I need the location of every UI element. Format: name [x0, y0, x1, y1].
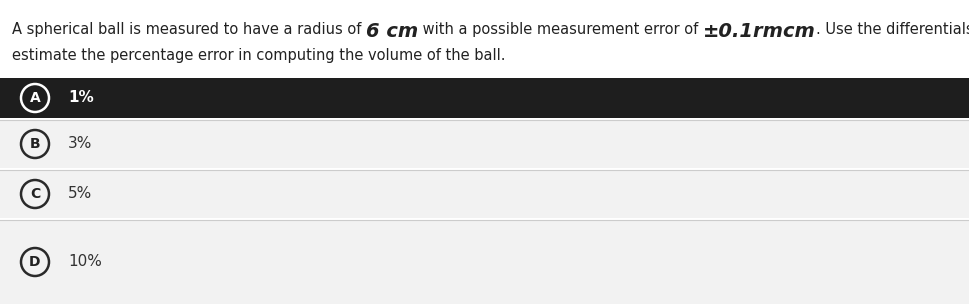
Bar	[0, 120, 969, 168]
Text: 5%: 5%	[68, 186, 92, 201]
Text: A: A	[30, 91, 41, 105]
Text: C: C	[30, 187, 40, 201]
Text: 1%: 1%	[68, 91, 94, 106]
Text: . Use the differentials to: . Use the differentials to	[815, 22, 969, 37]
Bar	[0, 220, 969, 304]
Text: ±0.1rmcm: ±0.1rmcm	[703, 22, 815, 41]
Text: 10%: 10%	[68, 255, 102, 270]
Text: 6 cm: 6 cm	[365, 22, 418, 41]
Bar	[0, 78, 969, 118]
Text: B: B	[30, 137, 41, 151]
Text: estimate the percentage error in computing the volume of the ball.: estimate the percentage error in computi…	[12, 48, 505, 63]
Text: 3%: 3%	[68, 137, 92, 151]
Bar	[0, 170, 969, 218]
Text: D: D	[29, 255, 41, 269]
Text: A spherical ball is measured to have a radius of: A spherical ball is measured to have a r…	[12, 22, 365, 37]
Text: with a possible measurement error of: with a possible measurement error of	[418, 22, 703, 37]
